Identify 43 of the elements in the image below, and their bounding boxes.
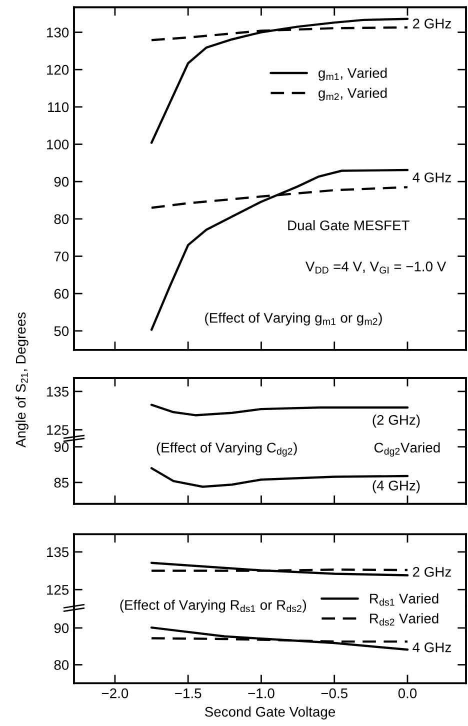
legend-label: R$_{ds2}$ Varied [370,613,438,626]
annotation: (Effect of Varying g$_{m1}$ or g$_{m2}$) [205,312,382,326]
legend-label: g$_{m2}$, Varied [318,88,387,101]
annotation: 4 GHz [412,172,451,182]
y-tick-label: 85 [54,478,69,488]
y-tick-label: 90 [54,623,69,634]
annotation: (Effect of Varying C$_{dg2}$) [156,442,297,457]
annotation: 2 GHz [412,18,451,28]
line-series [150,562,409,576]
y-axis-title: Angle of S$_{21}$, Degrees [15,312,28,448]
legend-label: g$_{m1}$, Varied [318,68,387,81]
y-tick-label: 110 [48,102,69,112]
x-tick-label: 0.0 [398,688,417,698]
annotation: (Effect of Varying R$_{ds1}$ or R$_{ds2}$) [120,600,306,613]
y-tick-label: 90 [54,442,69,452]
x-tick-label: −1.5 [175,688,202,698]
y-tick-label: 135 [47,547,69,558]
annotation: C$_{dg2}$Varied [374,442,440,457]
y-tick-label: 70 [54,252,69,262]
y-tick-label: 80 [54,660,69,670]
annotation: (4 GHz) [372,480,420,494]
annotation: V$_{DD}$ =4 V, V$_{GI}$ = −1.0 V [305,262,446,274]
y-tick-label: 100 [47,140,69,150]
line-series [150,626,409,651]
y-tick-label: 80 [54,214,69,224]
y-tick-label: 125 [47,425,69,435]
line-series [150,404,409,416]
x-tick-label: −1.0 [248,688,274,698]
y-tick-label: 90 [54,176,69,187]
y-tick-label: 125 [47,584,69,595]
y-tick-label: 135 [47,386,69,397]
x-tick-label: −0.5 [321,688,348,698]
annotation: 2 GHz [412,566,451,577]
y-tick-label: 50 [54,326,69,336]
x-axis-title: Second Gate Voltage [205,706,336,720]
annotation: 4 GHz [412,642,451,652]
y-tick-label: 120 [47,64,69,75]
annotation: Dual Gate MESFET [288,220,410,230]
y-tick-label: 130 [47,28,69,38]
y-tick-label: 60 [54,288,69,299]
annotation: (2 GHz) [372,414,420,428]
legend-label: R$_{ds1}$ Varied [370,593,438,606]
x-tick-label: −2.0 [102,688,128,698]
